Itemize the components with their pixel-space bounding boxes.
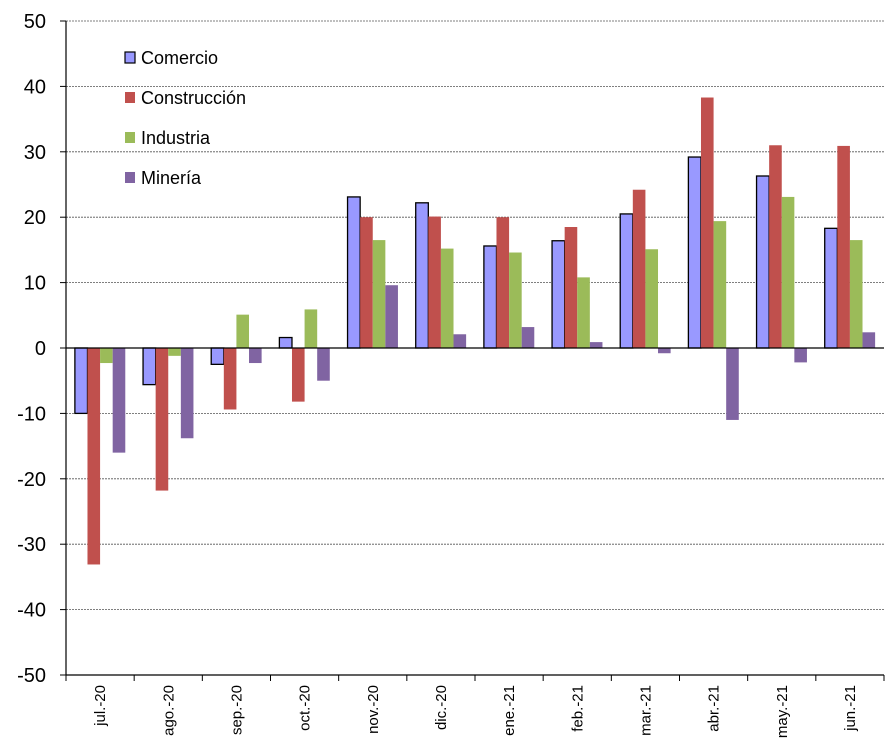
x-tick-label: oct.-20	[297, 685, 314, 731]
bar	[551, 240, 566, 349]
bar	[440, 248, 454, 348]
bar	[168, 348, 181, 356]
bar	[483, 245, 498, 349]
bar	[769, 145, 782, 348]
bar	[385, 285, 398, 348]
bar	[100, 348, 113, 364]
x-tick-label: nov.-20	[365, 685, 382, 734]
x-tick-label: feb.-21	[569, 685, 586, 732]
x-tick-label: mar.-21	[637, 685, 654, 736]
legend-swatch	[125, 92, 135, 103]
bar	[658, 348, 671, 354]
bar	[632, 189, 646, 348]
bars	[74, 97, 876, 565]
bar	[755, 175, 770, 349]
bar	[223, 348, 237, 410]
y-tick-label: 20	[24, 207, 46, 229]
bar	[794, 348, 807, 363]
legend-label: Industria	[141, 128, 211, 148]
y-tick-label: -40	[17, 600, 46, 622]
bar	[291, 348, 305, 402]
bar	[428, 216, 441, 348]
bar	[824, 227, 838, 349]
x-tick-label: may.-21	[774, 685, 791, 738]
legend-swatch	[124, 51, 136, 64]
bar	[142, 347, 157, 386]
y-tick-labels: 50 40 30 20 10 0 -10 -20 -30 -40 -50	[17, 11, 46, 687]
bar	[249, 348, 262, 364]
bar	[589, 342, 603, 348]
bar	[564, 227, 578, 348]
bar	[849, 240, 863, 348]
legend-swatch	[125, 132, 135, 143]
x-tick-labels: jul.-20 ago.-20 sep.-20 oct.-20 nov.-20 dic.-…	[92, 685, 859, 738]
bar	[87, 348, 101, 565]
bar	[496, 217, 510, 348]
x-tick-label: jun.-21	[842, 685, 859, 732]
x-tick-label: sep.-20	[228, 685, 245, 735]
y-tick-label: 30	[24, 142, 46, 164]
bar	[372, 240, 386, 348]
bar	[155, 348, 169, 491]
bar	[687, 156, 702, 349]
bar	[837, 145, 850, 348]
y-tick-label: -30	[17, 534, 46, 556]
bar	[346, 196, 361, 349]
y-tick-label: -20	[17, 469, 46, 491]
bar	[577, 277, 590, 348]
bar	[210, 347, 225, 366]
axes	[60, 20, 885, 681]
y-tick-label: -50	[17, 665, 46, 687]
legend-label: Minería	[141, 168, 202, 188]
bar	[521, 327, 535, 348]
bar	[236, 314, 250, 348]
x-tick-label: abr.-21	[706, 685, 723, 732]
y-tick-label: 40	[24, 76, 46, 98]
bar	[509, 252, 522, 348]
x-tick-label: ago.-20	[160, 685, 177, 736]
bar	[781, 196, 795, 348]
bar	[862, 332, 876, 348]
y-tick-label: -10	[17, 403, 46, 425]
y-tick-label: 50	[24, 11, 46, 33]
bar	[180, 348, 194, 439]
bar	[112, 348, 126, 453]
bar	[317, 348, 330, 381]
y-tick-label: 10	[24, 273, 46, 295]
legend-label: Comercio	[141, 48, 218, 68]
legend-label: Construcción	[141, 88, 246, 108]
bar	[304, 309, 318, 348]
x-tick-label: ene.-21	[501, 685, 518, 736]
bar	[713, 221, 727, 348]
bar	[645, 249, 659, 348]
bar	[700, 97, 714, 348]
bar	[415, 202, 429, 349]
legend: Comercio Construcción Industria Minería	[124, 48, 246, 188]
bar	[453, 334, 467, 348]
bar	[278, 336, 293, 349]
x-tick-label: dic.-20	[433, 685, 450, 730]
legend-swatch	[125, 172, 135, 183]
bar	[726, 348, 739, 420]
bar	[74, 347, 89, 415]
bar	[619, 213, 634, 349]
x-tick-label: jul.-20	[92, 685, 109, 727]
y-tick-label: 0	[35, 338, 46, 360]
bar	[360, 217, 373, 348]
